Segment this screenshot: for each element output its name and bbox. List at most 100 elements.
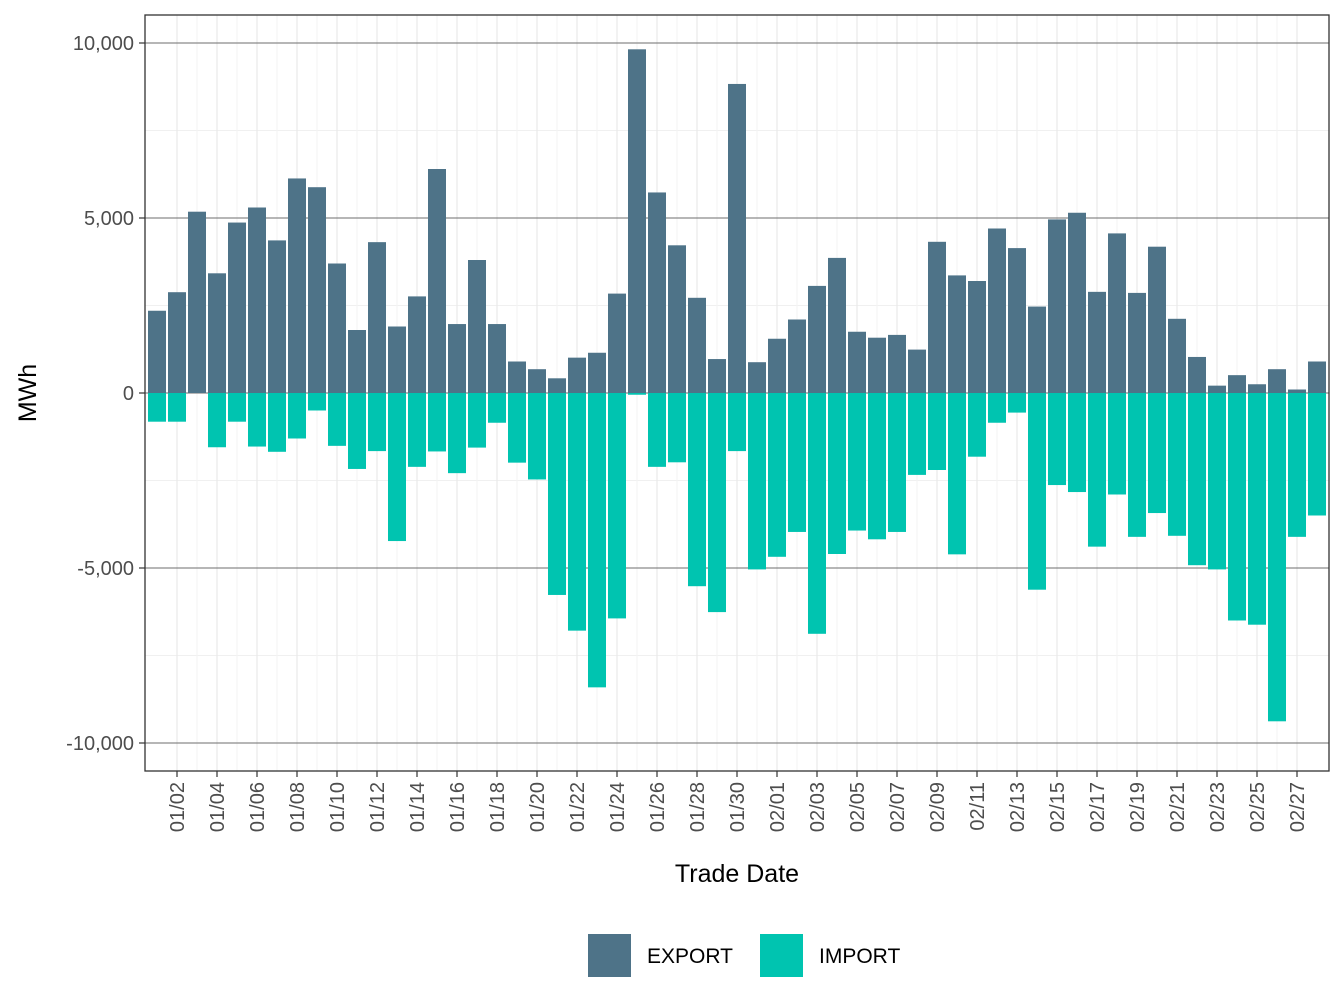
bar-import-01-04 (208, 393, 226, 448)
bar-export-01-30 (728, 83, 746, 393)
bar-export-02-10 (948, 275, 966, 393)
bar-import-02-27 (1288, 393, 1306, 537)
bar-import-02-04 (828, 393, 846, 554)
bar-import-02-11 (968, 393, 986, 457)
x-tick-label: 02/21 (1167, 782, 1189, 832)
bar-export-01-18 (488, 324, 506, 393)
bar-import-01-11 (348, 393, 366, 469)
bar-export-01-07 (268, 240, 286, 393)
bar-import-02-03 (808, 393, 826, 634)
bar-import-02-16 (1068, 393, 1086, 493)
x-tick-label: 01/16 (447, 782, 469, 832)
x-tick-label: 02/11 (967, 782, 989, 831)
bar-import-01-18 (488, 393, 506, 423)
bar-export-02-18 (1108, 233, 1126, 393)
bar-import-01-01 (148, 393, 166, 422)
bar-export-01-08 (288, 178, 306, 393)
bar-export-01-13 (388, 326, 406, 393)
bar-import-02-18 (1108, 393, 1126, 495)
bar-export-02-03 (808, 285, 826, 393)
bar-import-01-16 (448, 393, 466, 474)
bar-export-01-29 (708, 359, 726, 393)
bar-export-02-19 (1128, 292, 1146, 393)
x-axis-title: Trade Date (675, 860, 799, 888)
bar-import-01-15 (428, 393, 446, 452)
x-tick-label: 02/09 (927, 782, 949, 832)
bar-export-02-17 (1088, 291, 1106, 393)
bar-export-01-14 (408, 296, 426, 393)
bar-export-01-12 (368, 242, 386, 393)
bar-import-02-23 (1208, 393, 1226, 570)
bar-export-02-28 (1308, 361, 1326, 393)
bar-import-02-05 (848, 393, 866, 531)
x-tick-label: 02/23 (1207, 782, 1229, 832)
bar-import-02-28 (1308, 393, 1326, 516)
x-tick-label: 01/24 (607, 782, 629, 832)
legend-label-import: IMPORT (819, 945, 900, 968)
bar-export-01-11 (348, 330, 366, 393)
bars (148, 49, 1326, 722)
legend-label-export: EXPORT (647, 945, 733, 968)
bar-import-02-25 (1248, 393, 1266, 625)
bar-export-02-14 (1028, 306, 1046, 393)
x-tick-label: 01/20 (527, 782, 549, 832)
bar-export-02-16 (1068, 212, 1086, 393)
x-tick-label: 01/02 (167, 782, 189, 832)
x-tick-label: 01/14 (407, 782, 429, 832)
y-tick-label: 5,000 (84, 208, 134, 230)
bar-export-02-11 (968, 281, 986, 393)
bar-export-01-02 (168, 292, 186, 393)
bar-import-02-20 (1148, 393, 1166, 514)
bar-import-02-01 (768, 393, 786, 557)
bar-import-01-26 (648, 393, 666, 467)
bar-export-02-20 (1148, 246, 1166, 393)
y-axis: -10,000 -5,000 0 5,000 10,000 (66, 33, 145, 755)
bar-export-01-26 (648, 192, 666, 393)
legend-key-export (588, 934, 631, 977)
x-tick-label: 01/12 (367, 782, 389, 832)
bar-export-01-25 (628, 49, 646, 394)
bar-import-01-10 (328, 393, 346, 446)
bar-import-01-14 (408, 393, 426, 467)
x-tick-label: 02/19 (1127, 782, 1149, 832)
y-axis-title: MWh (14, 364, 42, 422)
x-tick-label: 01/30 (727, 782, 749, 832)
bar-export-02-25 (1248, 384, 1266, 393)
bar-import-01-07 (268, 393, 286, 452)
bar-export-01-16 (448, 324, 466, 393)
bar-import-01-02 (168, 393, 186, 422)
bar-export-01-22 (568, 357, 586, 393)
legend: EXPORT IMPORT (588, 934, 900, 977)
y-tick-label: -5,000 (77, 558, 134, 580)
x-tick-label: 01/04 (207, 782, 229, 832)
bar-export-01-06 (248, 207, 266, 393)
bar-export-01-23 (588, 352, 606, 393)
bar-import-01-23 (588, 393, 606, 688)
bar-import-02-08 (908, 393, 926, 475)
bar-import-02-19 (1128, 393, 1146, 537)
bar-import-02-12 (988, 393, 1006, 423)
bar-export-01-27 (668, 245, 686, 393)
bar-import-01-21 (548, 393, 566, 595)
bar-import-01-27 (668, 393, 686, 463)
bar-import-02-24 (1228, 393, 1246, 621)
bar-import-02-17 (1088, 393, 1106, 547)
bar-import-02-22 (1188, 393, 1206, 566)
x-tick-label: 02/27 (1287, 782, 1309, 832)
bar-export-02-27 (1288, 389, 1306, 393)
bar-import-02-06 (868, 393, 886, 540)
bar-import-01-22 (568, 393, 586, 631)
bar-import-01-17 (468, 393, 486, 448)
bar-export-02-13 (1008, 248, 1026, 393)
x-tick-label: 01/22 (567, 782, 589, 832)
legend-key-import (760, 934, 803, 977)
bar-import-02-14 (1028, 393, 1046, 590)
bar-export-02-01 (768, 338, 786, 393)
bar-import-01-09 (308, 393, 326, 411)
bar-import-02-02 (788, 393, 806, 532)
bar-export-01-20 (528, 369, 546, 393)
bar-import-01-19 (508, 393, 526, 463)
bar-export-01-15 (428, 169, 446, 393)
x-tick-label: 01/26 (647, 782, 669, 832)
bar-import-01-31 (748, 393, 766, 570)
